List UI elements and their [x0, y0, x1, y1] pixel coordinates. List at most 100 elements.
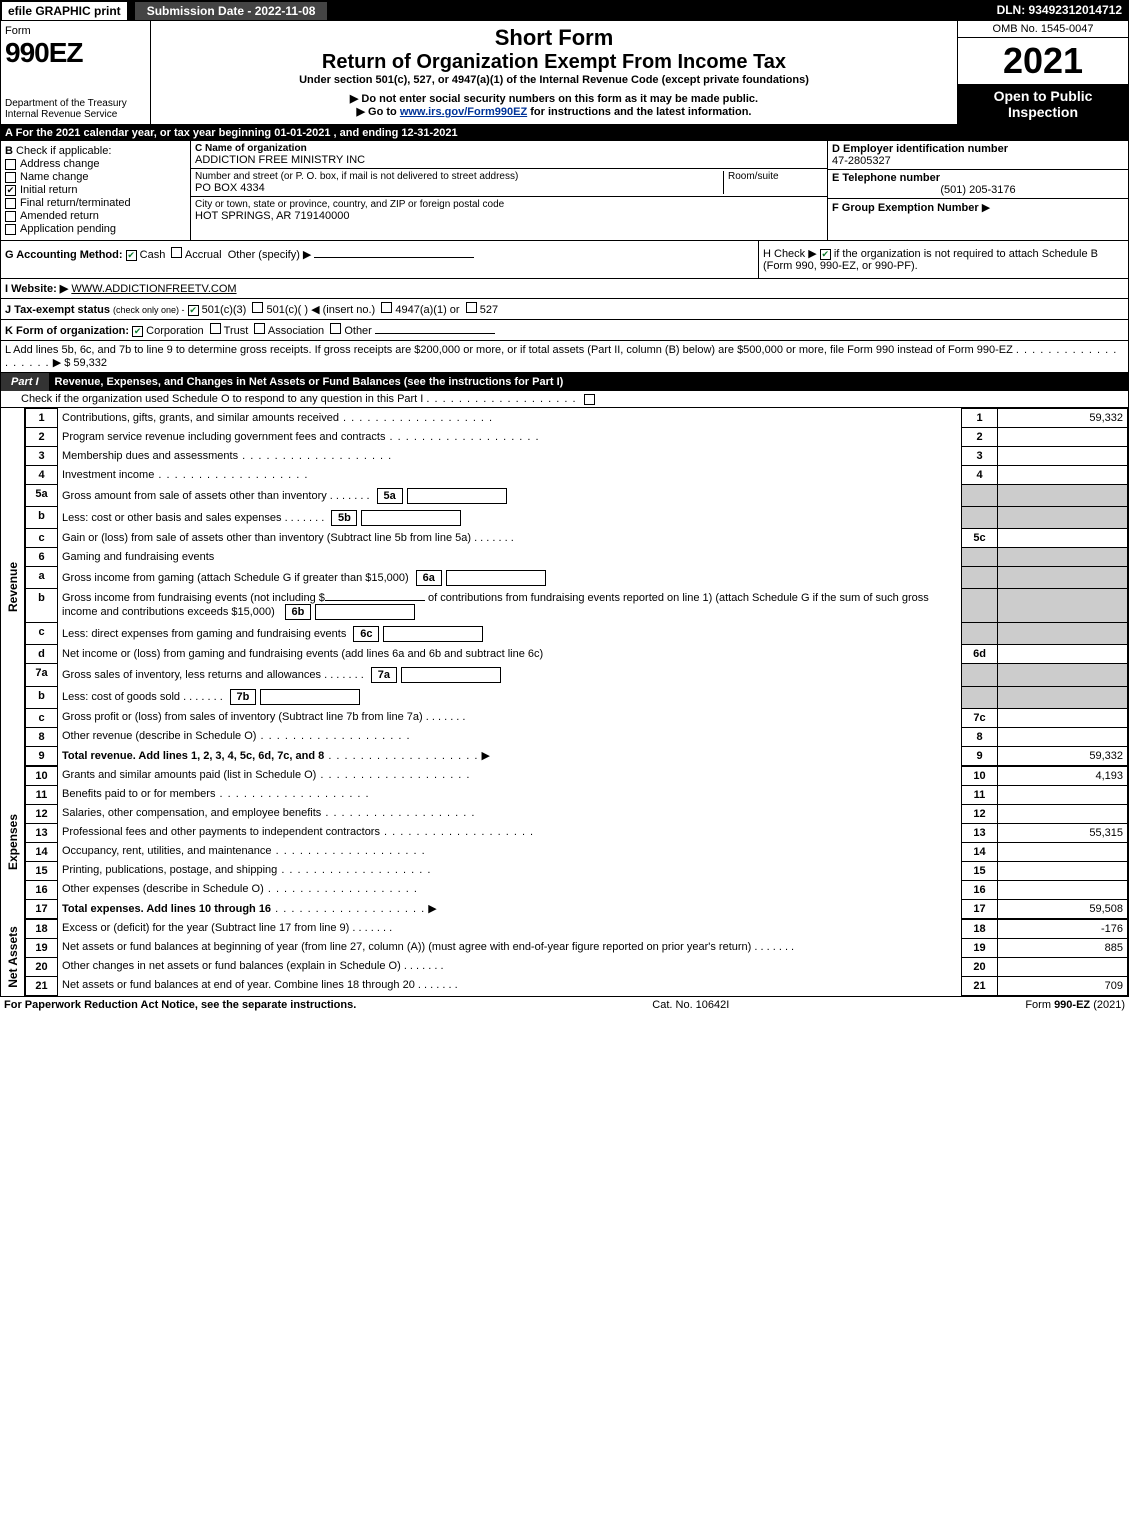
row-6b: bGross income from fundraising events (n… — [26, 589, 1128, 623]
cb-label: Name change — [20, 171, 89, 183]
val: 55,315 — [998, 823, 1128, 842]
d — [401, 960, 444, 972]
cb-amended-return[interactable]: Amended return — [5, 210, 186, 222]
i-website-row: I Website: ▶ WWW.ADDICTIONFREETV.COM — [1, 279, 1128, 299]
ln: 6 — [26, 548, 58, 567]
iv[interactable] — [260, 689, 360, 705]
iv[interactable] — [361, 510, 461, 526]
ln: 17 — [26, 899, 58, 918]
gh-row: G Accounting Method: ✔ Cash Accrual Othe… — [1, 241, 1128, 279]
desc: Net income or (loss) from gaming and fun… — [62, 648, 543, 660]
row-1: 1Contributions, gifts, grants, and simil… — [26, 409, 1128, 428]
fr-pre: Form — [1025, 999, 1054, 1011]
fr-post: (2021) — [1090, 999, 1125, 1011]
row-16: 16Other expenses (describe in Schedule O… — [26, 880, 1128, 899]
desc: Excess or (deficit) for the year (Subtra… — [62, 922, 349, 934]
h-check[interactable]: ✔ — [820, 249, 831, 260]
val — [998, 447, 1128, 466]
ln: 9 — [26, 746, 58, 765]
desc: Benefits paid to or for members — [62, 788, 215, 800]
e-label: E Telephone number — [832, 172, 1124, 184]
street-value: PO BOX 4334 — [195, 182, 723, 194]
h-pre: H Check ▶ — [763, 248, 817, 260]
row-7c: cGross profit or (loss) from sales of in… — [26, 708, 1128, 727]
rn: 19 — [962, 938, 998, 957]
j-501c3-check[interactable]: ✔ — [188, 305, 199, 316]
k-other-line[interactable] — [375, 333, 495, 334]
j-opt2: 501(c)( ) ◀ (insert no.) — [266, 304, 375, 316]
ln: 21 — [26, 976, 58, 995]
j-opt1: 501(c)(3) — [202, 304, 247, 316]
rn-shaded — [962, 548, 998, 567]
ln: c — [26, 708, 58, 727]
ln: 18 — [26, 919, 58, 938]
d — [471, 532, 514, 544]
j-4947-check[interactable] — [381, 302, 392, 313]
rn-shaded — [962, 686, 998, 708]
row-18: 18 Excess or (deficit) for the year (Subt… — [26, 919, 1128, 938]
cb-address-change[interactable]: Address change — [5, 158, 186, 170]
d — [321, 669, 364, 681]
rn-shaded — [962, 485, 998, 507]
cb-name-change[interactable]: Name change — [5, 171, 186, 183]
accrual-check[interactable] — [171, 247, 182, 258]
d — [277, 864, 431, 876]
footer-mid: Cat. No. 10642I — [652, 999, 729, 1011]
cb-final-return[interactable]: Final return/terminated — [5, 197, 186, 209]
short-form-title: Short Form — [157, 25, 951, 51]
part-i-header: Part I Revenue, Expenses, and Changes in… — [1, 373, 1128, 391]
k-other-check[interactable] — [330, 323, 341, 334]
fr-form: 990-EZ — [1054, 999, 1090, 1011]
iv[interactable] — [401, 667, 501, 683]
ib: 7b — [230, 689, 256, 705]
k-trust: Trust — [224, 325, 249, 337]
j-501c-check[interactable] — [252, 302, 263, 313]
side-expenses: Expenses — [1, 766, 25, 919]
line-a-text: For the 2021 calendar year, or tax year … — [16, 127, 458, 139]
d — [256, 730, 410, 742]
part-i-tab: Part I — [1, 373, 49, 391]
desc: Investment income — [62, 469, 154, 481]
val — [998, 428, 1128, 447]
website-value: WWW.ADDICTIONFREETV.COM — [71, 283, 236, 295]
line-a: A For the 2021 calendar year, or tax yea… — [1, 125, 1128, 141]
street-label: Number and street (or P. O. box, if mail… — [195, 171, 723, 182]
iv[interactable] — [383, 626, 483, 642]
rn-shaded — [962, 664, 998, 686]
cb-application-pending[interactable]: Application pending — [5, 223, 186, 235]
val-shaded — [998, 485, 1128, 507]
iv[interactable] — [407, 488, 507, 504]
irs-link[interactable]: www.irs.gov/Form990EZ — [400, 106, 527, 118]
desc: Total revenue. Add lines 1, 2, 3, 4, 5c,… — [62, 750, 324, 762]
cash-check[interactable]: ✔ — [126, 250, 137, 261]
part-i-sub-check[interactable] — [584, 394, 595, 405]
cb-initial-return[interactable]: ✔Initial return — [5, 184, 186, 196]
iv[interactable] — [315, 604, 415, 620]
d — [215, 788, 369, 800]
row-4: 4Investment income4 — [26, 466, 1128, 485]
row-3: 3Membership dues and assessments3 — [26, 447, 1128, 466]
k-trust-check[interactable] — [210, 323, 221, 334]
ln: 5a — [26, 485, 58, 507]
j-527-check[interactable] — [466, 302, 477, 313]
k-assoc-check[interactable] — [254, 323, 265, 334]
blank-amount[interactable] — [325, 600, 425, 601]
d — [349, 922, 392, 934]
part-i-sub: Check if the organization used Schedule … — [1, 391, 1128, 408]
rn: 14 — [962, 842, 998, 861]
d — [327, 490, 370, 502]
j-row: J Tax-exempt status (check only one) - ✔… — [1, 299, 1128, 320]
row-6: 6Gaming and fundraising events — [26, 548, 1128, 567]
val — [998, 645, 1128, 664]
row-7a: 7aGross sales of inventory, less returns… — [26, 664, 1128, 686]
header-left: Form 990EZ Department of the Treasury In… — [1, 21, 151, 124]
d-ein: D Employer identification number 47-2805… — [828, 141, 1128, 170]
row-17: 17Total expenses. Add lines 10 through 1… — [26, 899, 1128, 918]
ln: 11 — [26, 785, 58, 804]
submission-date: Submission Date - 2022-11-08 — [134, 1, 329, 21]
l-text: L Add lines 5b, 6c, and 7b to line 9 to … — [5, 344, 1013, 356]
ln: c — [26, 623, 58, 645]
iv[interactable] — [446, 570, 546, 586]
k-corp-check[interactable]: ✔ — [132, 326, 143, 337]
other-specify-line[interactable] — [314, 257, 474, 258]
